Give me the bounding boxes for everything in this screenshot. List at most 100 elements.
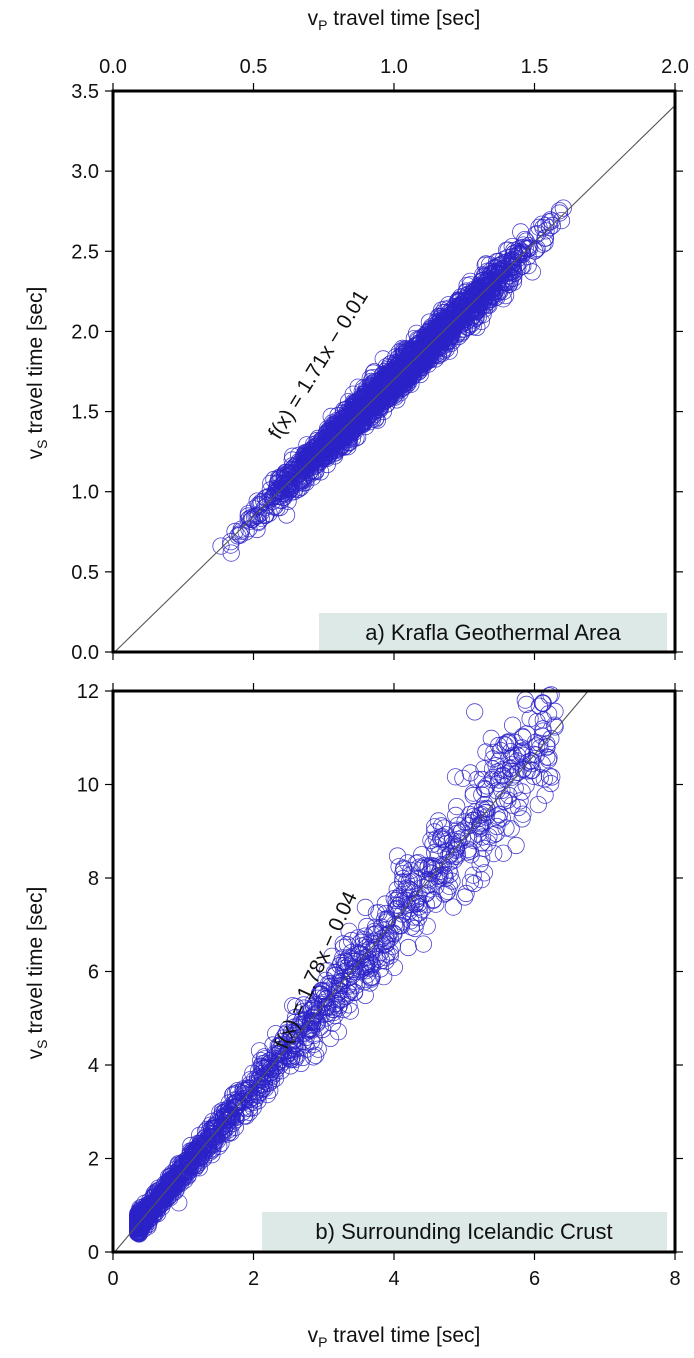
data-point (395, 860, 413, 878)
data-point (399, 374, 418, 392)
data-point (374, 936, 392, 954)
data-point (503, 716, 522, 734)
panel-a-points (212, 199, 572, 562)
data-point (202, 1122, 221, 1140)
data-point (342, 944, 360, 962)
data-point (212, 537, 230, 555)
y-tick-label: 0.5 (71, 562, 99, 584)
data-point (408, 869, 426, 887)
data-point (258, 496, 276, 514)
data-point (285, 1025, 303, 1043)
data-point (473, 814, 491, 832)
data-point (495, 261, 513, 280)
data-point (420, 876, 438, 894)
data-point (473, 770, 491, 789)
data-point (165, 1169, 183, 1187)
data-point (336, 416, 354, 434)
data-point (422, 856, 441, 875)
data-point (521, 710, 539, 728)
data-point (461, 842, 479, 860)
data-point (483, 771, 501, 789)
data-point (477, 743, 495, 761)
data-point (450, 834, 468, 852)
data-point (475, 864, 493, 882)
data-point (403, 368, 421, 386)
data-point (449, 291, 467, 309)
x-tick-label: 0.5 (240, 56, 268, 78)
data-point (443, 305, 461, 323)
data-point (495, 735, 513, 754)
data-point (390, 917, 408, 935)
data-point (285, 1013, 304, 1032)
data-point (241, 1079, 259, 1098)
data-point (312, 985, 330, 1004)
data-point (362, 968, 380, 986)
data-point (487, 824, 505, 843)
data-point (436, 870, 454, 888)
data-point (222, 536, 240, 554)
data-point (190, 1154, 208, 1172)
y-tick-label: 2.0 (71, 321, 99, 343)
data-point (143, 1202, 161, 1220)
panel-b-fit-line (112, 690, 589, 1255)
data-point (365, 935, 383, 953)
data-point (342, 964, 361, 982)
data-point (540, 213, 558, 231)
data-point (338, 961, 356, 980)
x-tick-label: 1.0 (380, 56, 408, 78)
data-point (319, 435, 337, 453)
data-point (473, 283, 491, 301)
data-point (244, 1064, 262, 1082)
data-point (303, 1015, 321, 1034)
data-point (215, 1121, 233, 1139)
data-point (337, 400, 355, 419)
data-point (324, 1000, 342, 1018)
data-point (418, 884, 436, 902)
data-point (222, 544, 240, 562)
data-point (475, 287, 494, 305)
data-point (203, 1128, 221, 1146)
x-tick-label: 4 (388, 1268, 399, 1290)
data-point (339, 984, 357, 1002)
data-point (237, 1082, 255, 1100)
data-point (534, 720, 552, 738)
panel-b: vS travel time [sec] vP travel time [sec… (24, 681, 683, 1350)
y-tick-label: 12 (77, 681, 99, 703)
panel-b-frame (111, 689, 677, 1254)
data-point (198, 1132, 216, 1150)
data-point (488, 817, 506, 836)
data-point (328, 994, 346, 1013)
panel-b-ylabel: vS travel time [sec] (24, 887, 50, 1060)
data-point (449, 312, 467, 330)
data-point (210, 1137, 228, 1155)
data-point (186, 1159, 204, 1177)
data-point (261, 1081, 279, 1099)
data-point (473, 828, 492, 846)
data-point (514, 760, 533, 778)
data-point (402, 918, 420, 936)
data-point (226, 1099, 244, 1117)
data-point (425, 857, 443, 876)
data-point (296, 1012, 314, 1030)
data-point (194, 1140, 213, 1158)
data-point (534, 694, 552, 712)
data-point (439, 318, 457, 336)
data-point (414, 935, 432, 953)
data-point (222, 1107, 240, 1125)
data-point (270, 469, 288, 487)
data-point (536, 217, 555, 235)
data-point (345, 972, 363, 991)
data-point (383, 360, 402, 378)
data-point (139, 1204, 158, 1222)
data-point (318, 989, 336, 1008)
data-point (337, 987, 355, 1006)
data-point (258, 1059, 276, 1077)
data-point (385, 369, 403, 388)
data-point (246, 508, 264, 526)
data-point (174, 1158, 192, 1176)
data-point (441, 853, 459, 871)
data-point (439, 847, 457, 865)
data-point (540, 687, 558, 705)
panel-a-fit-line (112, 105, 676, 654)
data-point (257, 505, 275, 523)
